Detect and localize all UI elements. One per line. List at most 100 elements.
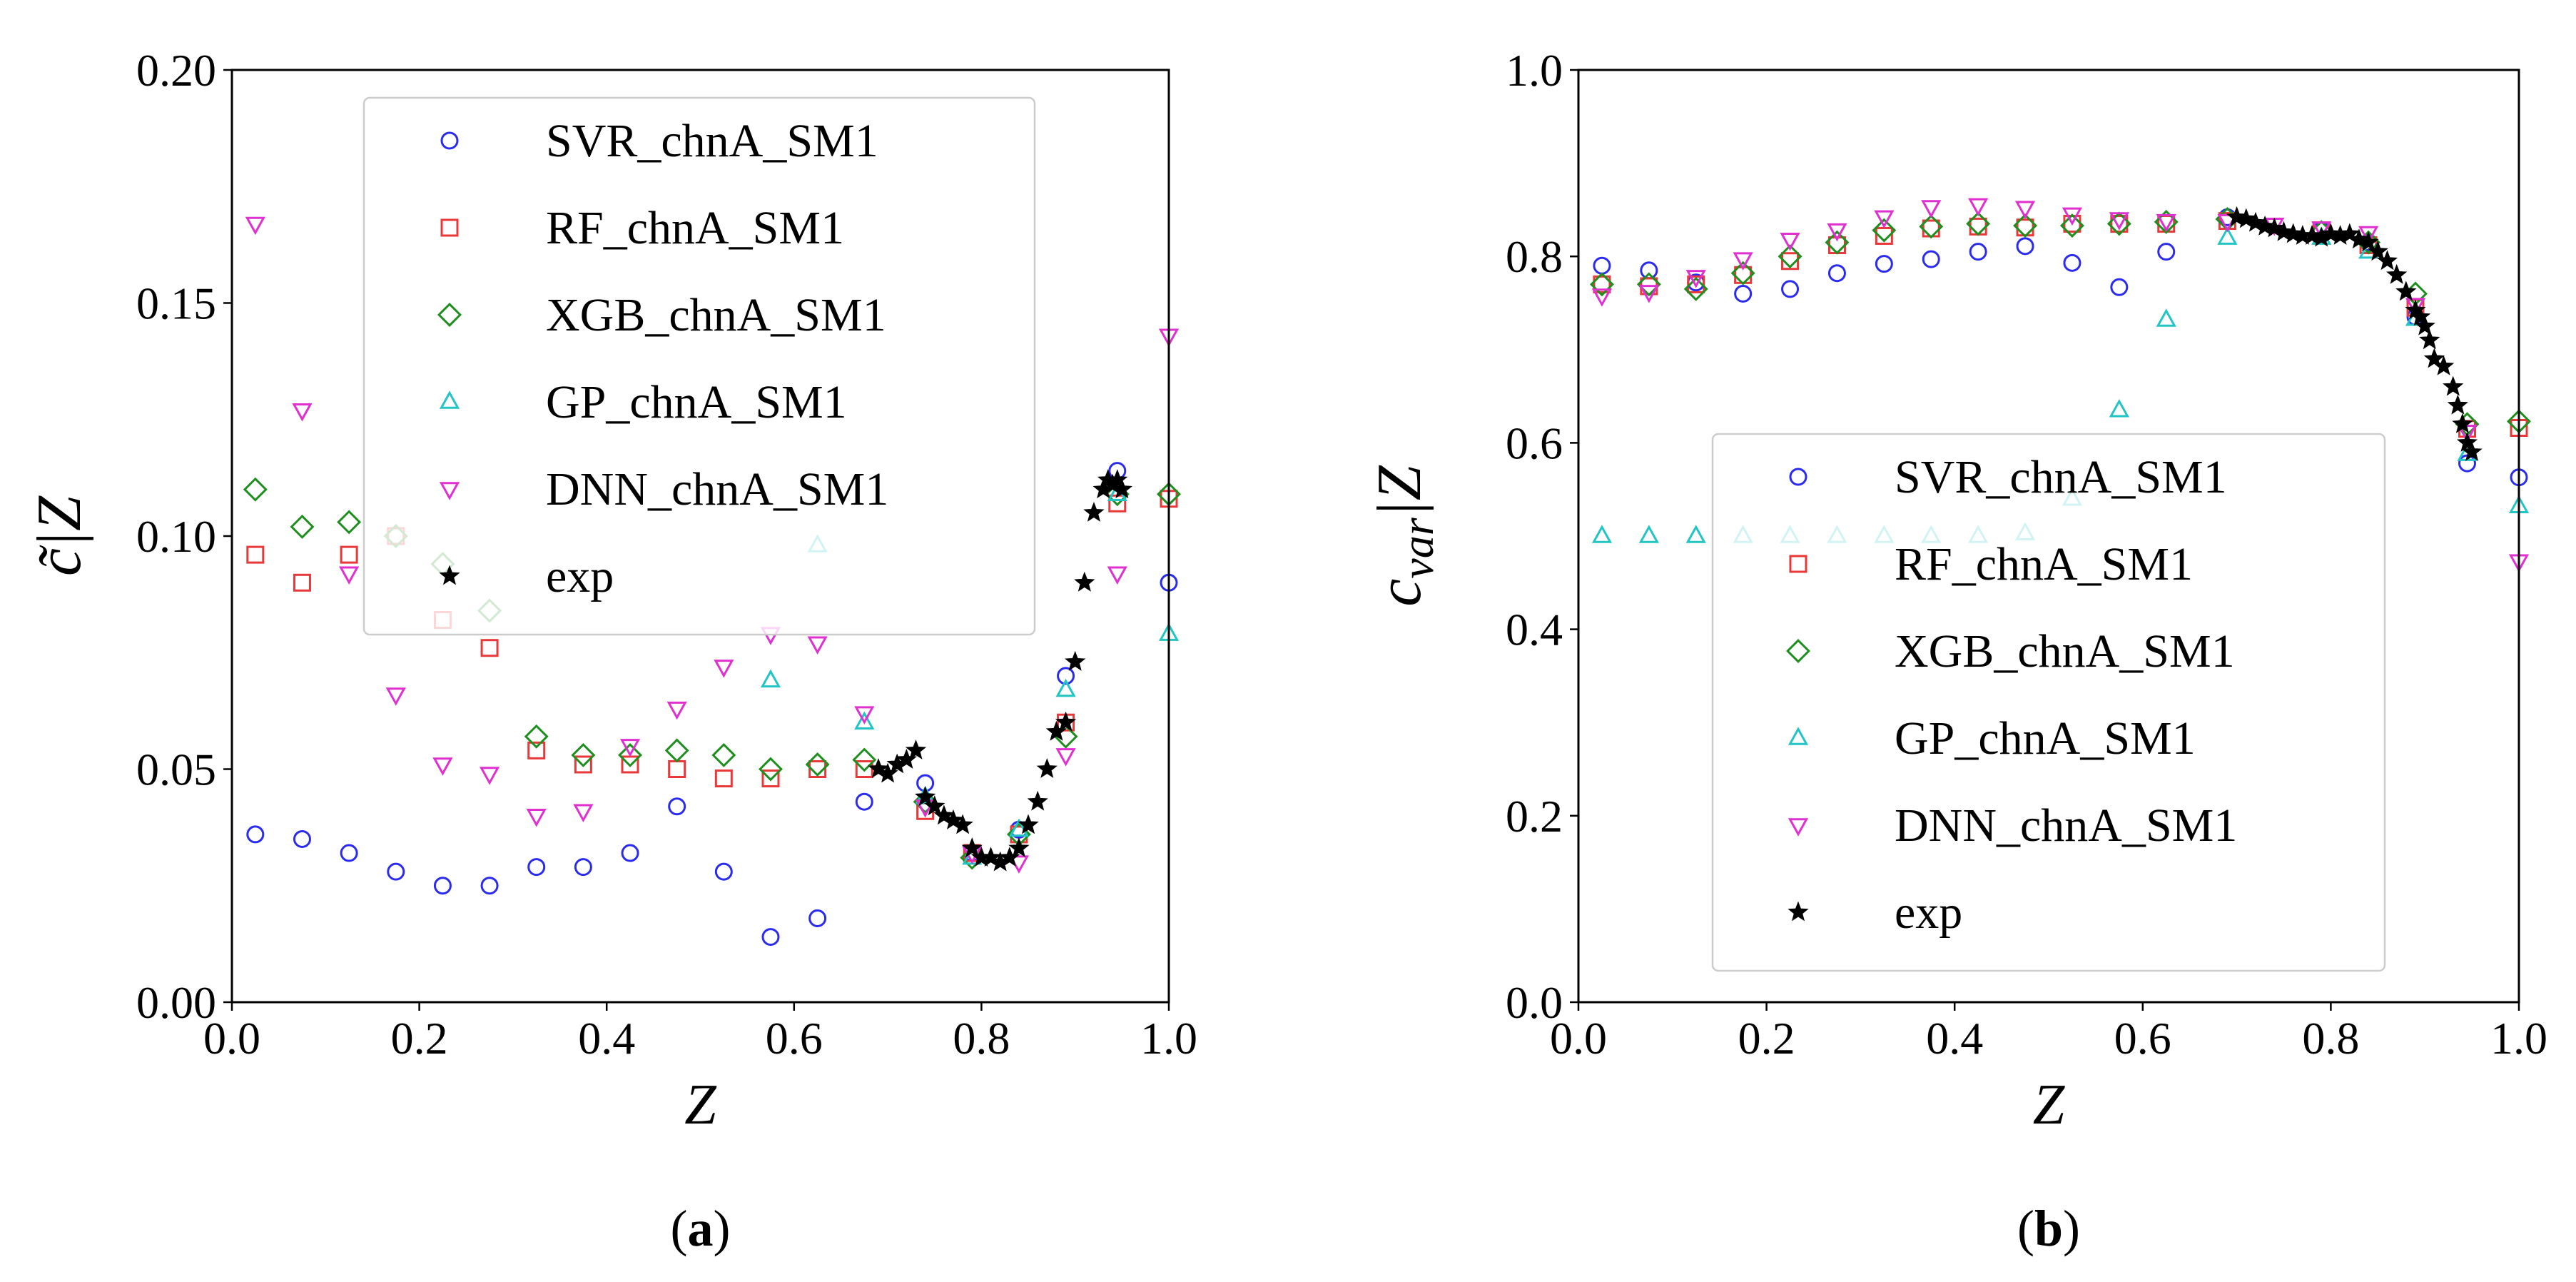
legend-box <box>362 96 1036 636</box>
data-point <box>2245 211 2266 232</box>
data-point <box>2419 329 2440 350</box>
data-point <box>1065 650 1086 671</box>
legend-label: RF_chnA_SM1 <box>1895 538 2193 590</box>
data-point <box>1875 255 1893 273</box>
data-point <box>526 809 547 827</box>
y-tick-label: 0.8 <box>1506 231 1563 282</box>
data-point <box>761 928 780 947</box>
data-point <box>524 724 549 749</box>
data-point <box>1593 256 1611 275</box>
panel-b-panel-label: (b) <box>2017 1200 2080 1257</box>
data-point <box>854 706 875 725</box>
data-point <box>761 769 780 788</box>
legend-marker <box>1786 639 1810 663</box>
series-SVR_chnA_SM1 <box>1593 208 2528 487</box>
panel-a-ylabel: c̃|Z <box>25 495 94 576</box>
data-point <box>245 216 265 236</box>
data-point <box>1074 571 1095 592</box>
data-point <box>1919 214 1944 239</box>
x-tick-label: 0.2 <box>391 1013 448 1064</box>
series-XGB_chnA_SM1 <box>1589 206 2531 437</box>
legend-marker <box>440 218 459 237</box>
data-point <box>933 804 955 825</box>
data-point <box>1589 272 1614 297</box>
y-tick-label: 0.15 <box>136 278 216 329</box>
data-point <box>714 660 734 678</box>
data-point <box>479 767 500 785</box>
data-point <box>2457 424 2478 443</box>
data-point <box>574 755 592 774</box>
data-point <box>2376 250 2398 271</box>
data-point <box>1591 288 1613 307</box>
data-point <box>868 758 889 778</box>
x-tick-label: 0.0 <box>1550 1013 1607 1064</box>
data-point <box>1921 200 1942 218</box>
data-point <box>2405 298 2426 316</box>
data-point <box>980 847 1002 867</box>
legend-label: SVR_chnA_SM1 <box>1895 451 2227 503</box>
legend-marker <box>439 482 460 500</box>
data-point <box>952 814 973 834</box>
data-point <box>1683 276 1708 301</box>
data-point <box>340 545 358 564</box>
y-tick-label: 0.00 <box>136 977 216 1028</box>
data-point <box>339 566 360 585</box>
data-point <box>2433 355 2455 375</box>
data-point <box>2311 221 2332 240</box>
data-point <box>480 639 499 657</box>
data-point <box>385 687 406 706</box>
data-point <box>1872 218 1897 243</box>
data-point <box>2014 201 2036 220</box>
data-point <box>1107 469 1128 490</box>
data-point <box>1640 261 1658 280</box>
legend-label: RF_chnA_SM1 <box>546 202 844 254</box>
x-tick-label: 0.2 <box>1738 1013 1795 1064</box>
data-point <box>2348 228 2370 249</box>
y-tick-label: 0.20 <box>136 45 216 96</box>
panel-b-chart: 0.0 0.2 0.4 0.6 0.8 1.0 0.0 0.2 0.4 0.6 0.8 1.0 SVR_… <box>1365 45 2547 1257</box>
data-point <box>571 742 596 767</box>
data-point <box>1825 230 1850 255</box>
data-point <box>1966 211 1991 236</box>
data-point <box>2358 231 2379 252</box>
data-point <box>574 858 592 877</box>
data-point <box>1827 264 1846 283</box>
data-point <box>1083 502 1105 522</box>
data-point <box>1057 667 1075 685</box>
data-point <box>2461 441 2483 461</box>
data-point <box>2456 432 2478 452</box>
panel-b-ylabel: cvar|Z <box>1365 465 1443 607</box>
legend-marker <box>439 390 460 409</box>
data-point <box>1111 478 1133 499</box>
data-point <box>246 825 265 844</box>
data-point <box>666 701 687 720</box>
data-point <box>714 769 733 788</box>
panel-a-xlabel: Z <box>684 1074 717 1136</box>
data-point <box>2443 375 2464 396</box>
data-point <box>2013 213 2038 238</box>
data-point <box>1778 244 1802 269</box>
data-point <box>943 809 964 829</box>
data-point <box>433 877 452 895</box>
data-point <box>855 792 873 811</box>
data-point <box>2217 226 2238 245</box>
data-point <box>854 711 875 730</box>
data-point <box>1591 525 1613 543</box>
data-point <box>2110 214 2129 233</box>
data-point <box>1922 250 1940 268</box>
x-tick-label: 0.6 <box>2114 1013 2171 1064</box>
data-point <box>246 545 265 564</box>
legend-marker <box>1788 727 1809 745</box>
panel-b-axes-frame <box>1577 69 2520 1004</box>
data-point <box>1969 243 1987 261</box>
data-point <box>1008 837 1030 857</box>
legend-label: exp <box>1895 887 1962 939</box>
data-point <box>2447 394 2468 415</box>
data-point <box>2395 281 2417 301</box>
data-point <box>1687 275 1705 293</box>
data-point <box>2452 413 2473 433</box>
legend-marker <box>440 131 459 150</box>
y-tick-label: 0.2 <box>1506 791 1563 842</box>
x-tick-label: 1.0 <box>2490 1013 2547 1064</box>
y-tick-label: 0.10 <box>136 511 216 562</box>
